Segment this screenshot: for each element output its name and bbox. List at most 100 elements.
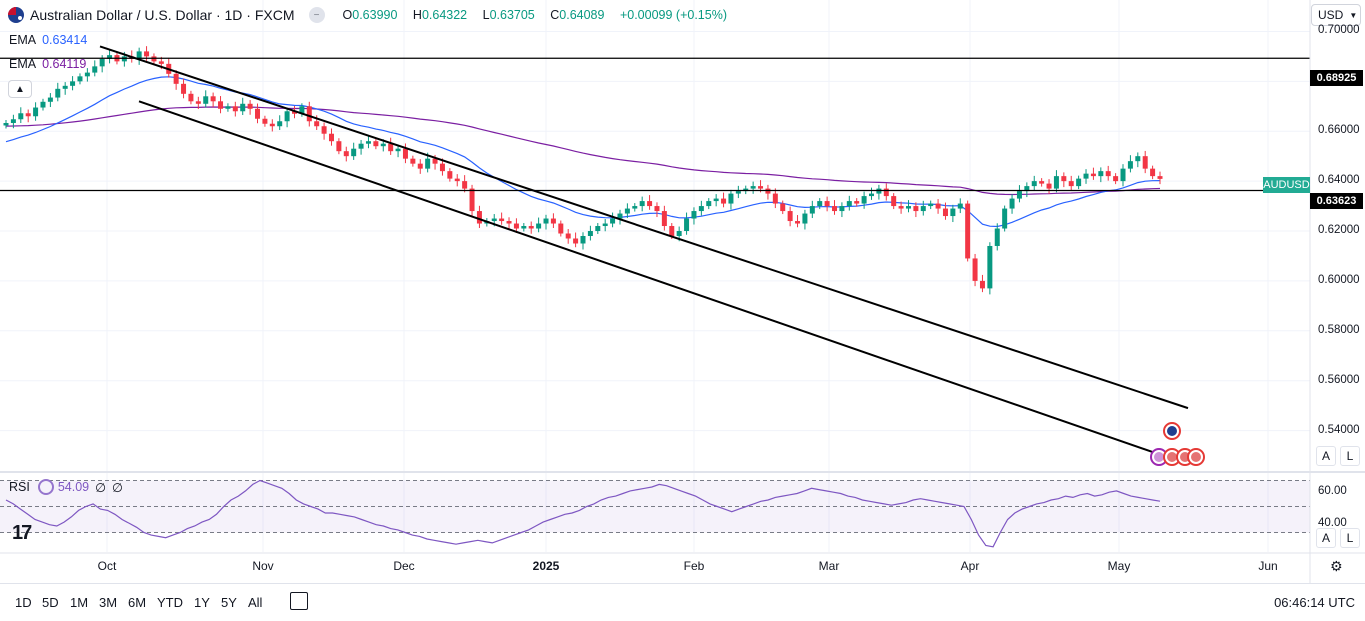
candle-body (277, 121, 283, 127)
tradingview-logo[interactable]: 17 (12, 522, 32, 544)
timeframe-button[interactable]: 1D (15, 595, 32, 610)
candle-body (846, 201, 852, 207)
candle-body (1090, 173, 1096, 177)
ema1-line (5, 76, 1161, 228)
settings-gear-icon[interactable]: ⚙ (1330, 558, 1343, 574)
candle-body (1105, 171, 1111, 177)
ema2-legend[interactable]: EMA 0.64119 (9, 55, 86, 73)
candle-body (928, 203, 934, 207)
usd-event-icon-3[interactable] (1187, 448, 1205, 466)
timeframe-button[interactable]: YTD (157, 595, 183, 610)
candle-body (698, 206, 704, 212)
candle-body (425, 158, 431, 169)
candle-body (1098, 171, 1104, 177)
candle-body (617, 213, 623, 219)
rsi-auto-scale-button[interactable]: A (1316, 528, 1336, 548)
timeframe-button[interactable]: 1Y (194, 595, 210, 610)
candle-body (62, 85, 68, 89)
candle-body (809, 206, 815, 214)
time-label: Nov (252, 559, 274, 573)
candle-body (1120, 168, 1126, 182)
aud-event-icon[interactable] (1163, 422, 1181, 440)
candle-body (269, 123, 275, 127)
candle-body (624, 208, 630, 214)
candle-body (558, 223, 564, 234)
candle-body (728, 193, 734, 204)
candle-body (536, 223, 542, 229)
candle-body (513, 223, 519, 229)
collapse-indicators-button[interactable]: ▲ (8, 80, 32, 98)
utc-clock[interactable]: 06:46:14 UTC (1274, 595, 1355, 610)
timeframe-button[interactable]: 1M (70, 595, 89, 610)
channel-lower-line (138, 100, 1171, 459)
low-value: 0.63705 (489, 8, 535, 22)
candle-body (565, 233, 571, 239)
symbol-price-tag: AUDUSD (1263, 177, 1310, 193)
candle-body (521, 226, 527, 229)
candle-body (373, 141, 379, 147)
rsi-extra-1: ∅ (95, 480, 107, 495)
candle-body (92, 66, 98, 73)
candle-body (380, 143, 386, 147)
candle-body (70, 81, 76, 86)
candle-body (33, 107, 39, 117)
timeframe-button[interactable]: All (248, 595, 263, 610)
candle-body (1135, 156, 1141, 162)
candle-body (994, 228, 1000, 246)
candle-body (1046, 183, 1052, 189)
candle-body (721, 198, 727, 204)
candle-body (417, 163, 423, 169)
symbol-title[interactable]: Australian Dollar / U.S. Dollar · 1D · F… (30, 7, 295, 23)
open-value: 0.63990 (352, 8, 398, 22)
candle-body (832, 206, 838, 212)
candle-body (602, 223, 608, 227)
timeframe-button[interactable]: 3M (99, 595, 118, 610)
candle-body (328, 133, 334, 142)
timeframe-button[interactable]: 5D (42, 595, 59, 610)
candle-body (1016, 191, 1022, 199)
currency-label: USD (1318, 8, 1344, 22)
candle-body (476, 211, 482, 224)
candle-body (661, 211, 667, 227)
currency-selector[interactable]: USD ▼ (1311, 4, 1361, 26)
rsi-legend[interactable]: RSI 54.09 ∅ ∅ (9, 479, 123, 495)
time-label: Jun (1258, 559, 1278, 573)
candle-body (528, 226, 534, 229)
trend-channel (99, 45, 1189, 459)
candle-body (188, 93, 194, 102)
rsi-value: 54.09 (57, 480, 90, 494)
collapse-legend-icon[interactable]: − (308, 7, 325, 23)
ema1-legend[interactable]: EMA 0.63414 (9, 31, 87, 49)
candle-body (292, 111, 297, 114)
timeframe-button[interactable]: 5Y (221, 595, 237, 610)
log-scale-button[interactable]: L (1340, 446, 1360, 466)
candle-body (950, 208, 956, 217)
candle-body (550, 218, 556, 224)
timeframe-button[interactable]: 6M (128, 595, 147, 610)
candle-body (1002, 208, 1008, 229)
horizontal-levels (0, 57, 1310, 192)
candle-body (1083, 173, 1089, 179)
rsi-extra-2: ∅ (112, 480, 123, 495)
candle-body (802, 213, 808, 224)
candlestick-series (3, 46, 1163, 295)
auto-scale-button[interactable]: A (1316, 446, 1336, 466)
change-value: +0.00099 (+0.15%) (619, 8, 727, 22)
time-label: May (1107, 559, 1131, 573)
candle-body (432, 158, 438, 164)
candle-body (869, 193, 874, 197)
rsi-tick-40: 40.00 (1318, 517, 1347, 529)
ema-lines (5, 76, 1161, 228)
rsi-log-scale-button[interactable]: L (1340, 528, 1360, 548)
candle-body (336, 141, 342, 152)
candle-body (136, 51, 142, 59)
rsi-tick-60: 60.00 (1318, 485, 1347, 497)
candle-body (306, 106, 312, 122)
candle-body (203, 96, 209, 104)
candle-body (1024, 186, 1030, 192)
ema2-name: EMA (9, 57, 37, 71)
rsi-settings-icon[interactable] (37, 479, 54, 495)
price-chart[interactable] (0, 0, 1365, 583)
calendar-icon[interactable] (290, 592, 308, 610)
channel-upper-line (99, 45, 1189, 410)
